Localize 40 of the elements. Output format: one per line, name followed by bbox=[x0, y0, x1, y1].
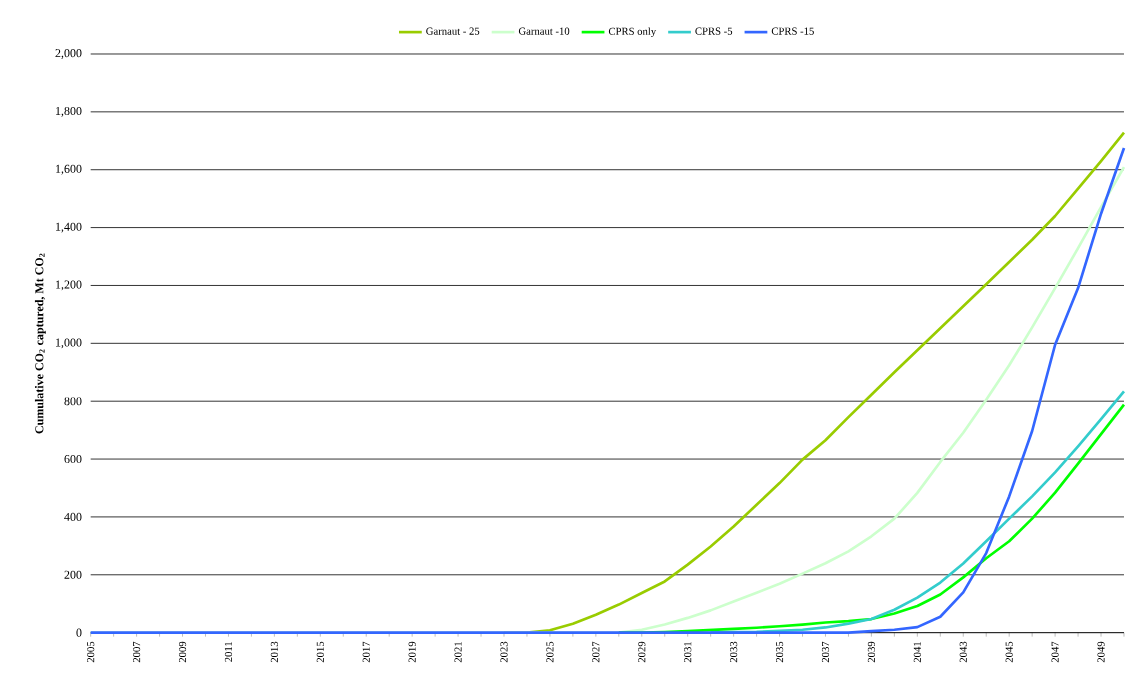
x-tick-label: 2017 bbox=[362, 641, 370, 663]
y-tick-label: 200 bbox=[64, 570, 82, 579]
y-tick-label: 1,400 bbox=[56, 222, 82, 233]
x-tick-label: 2037 bbox=[821, 641, 830, 663]
x-tick-label: 2045 bbox=[1005, 641, 1013, 663]
y-tick-label: 1,200 bbox=[56, 280, 82, 291]
y-axis-title: Cumulative CO$_{2}$ captured, Mt CO$_{2}$ bbox=[34, 253, 46, 434]
legend-label: Garnaut -10 bbox=[518, 27, 570, 35]
x-tick-label: 2029 bbox=[638, 641, 646, 663]
y-tick-label: 800 bbox=[64, 397, 82, 406]
x-tick-label: 2035 bbox=[775, 641, 784, 663]
x-tick-label: 2043 bbox=[959, 641, 967, 663]
x-tick-label: 2039 bbox=[867, 641, 875, 663]
y-tick-label: 600 bbox=[64, 455, 82, 464]
x-tick-label: 2021 bbox=[454, 642, 462, 663]
y-tick-label: 1,800 bbox=[56, 106, 82, 117]
x-tick-label: 2015 bbox=[316, 641, 324, 663]
x-tick-label: 2009 bbox=[178, 641, 187, 663]
x-tick-label: 2023 bbox=[500, 641, 508, 663]
legend-label: CPRS -15 bbox=[771, 27, 814, 35]
x-tick-label: 2047 bbox=[1051, 641, 1059, 663]
x-tick-label: 2019 bbox=[408, 641, 416, 663]
y-tick-label: 400 bbox=[64, 512, 82, 521]
y-tick-label: 0 bbox=[76, 628, 82, 637]
x-tick-label: 2005 bbox=[87, 641, 95, 663]
y-tick-label: 1,600 bbox=[56, 164, 82, 175]
x-tick-label: 2049 bbox=[1097, 641, 1105, 663]
x-tick-label: 2011 bbox=[224, 642, 233, 662]
x-tick-label: 2013 bbox=[270, 641, 278, 663]
legend-label: CPRS -5 bbox=[695, 27, 733, 35]
x-tick-label: 2041 bbox=[913, 642, 921, 663]
y-tick-label: 2,000 bbox=[55, 49, 82, 59]
x-tick-label: 2033 bbox=[730, 641, 738, 663]
legend-label: CPRS only bbox=[608, 27, 657, 38]
x-tick-label: 2031 bbox=[684, 642, 692, 663]
y-tick-label: 1,000 bbox=[56, 338, 82, 349]
x-tick-label: 2025 bbox=[546, 641, 554, 663]
x-tick-label: 2027 bbox=[592, 641, 600, 663]
x-tick-label: 2007 bbox=[133, 641, 141, 663]
legend-label: Garnaut - 25 bbox=[426, 27, 480, 35]
